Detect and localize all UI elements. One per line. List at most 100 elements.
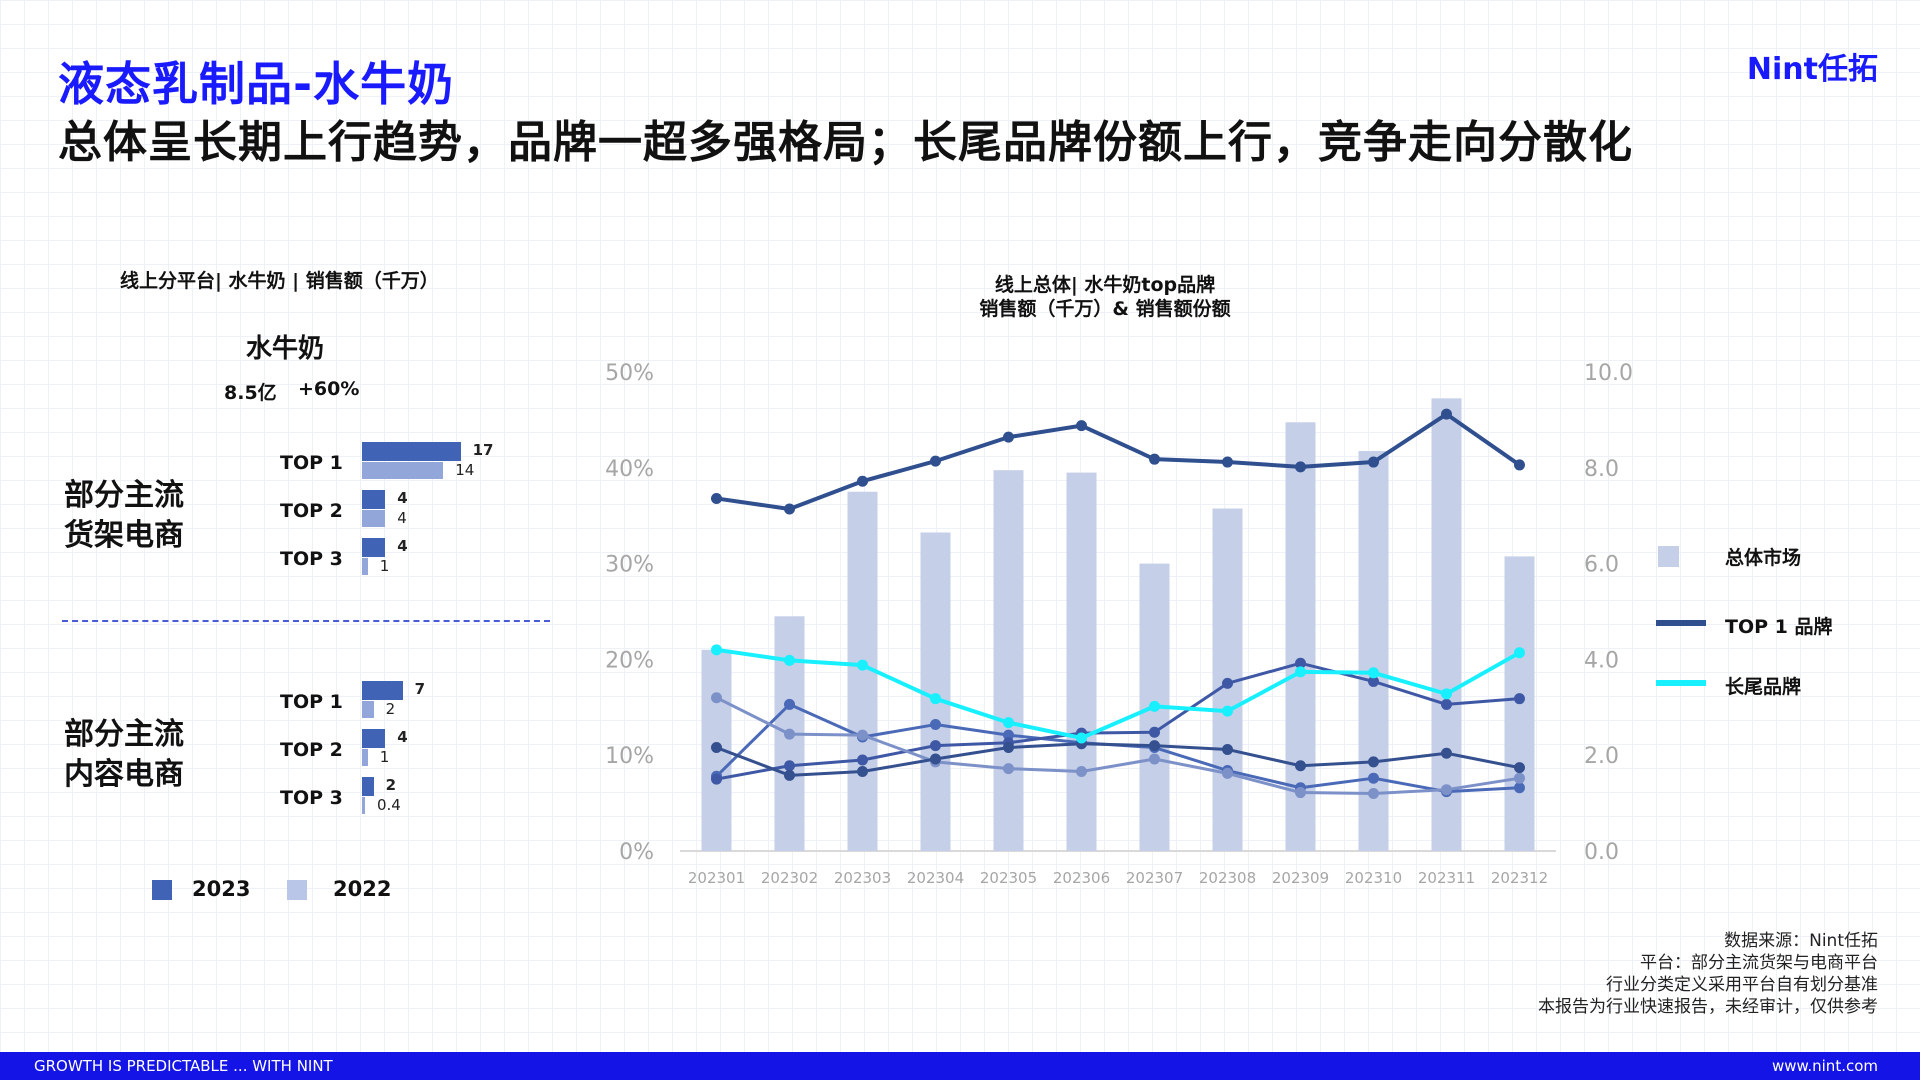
series-point [1149, 700, 1160, 712]
legend-longtail-line [1656, 680, 1706, 686]
series-point [784, 760, 795, 772]
series-point [1222, 767, 1233, 779]
series-point [930, 693, 941, 705]
chart-subtitle: 销售额（千万）& 销售额份额 [979, 298, 1231, 320]
bar-2022 [362, 510, 386, 527]
series-point [930, 753, 941, 765]
series-point [857, 754, 868, 766]
left-chart-caption: 线上分平台| 水牛奶 | 销售额（千万） [120, 270, 439, 292]
series-point [1368, 772, 1379, 784]
series-line-brand-5 [715, 742, 1520, 777]
series-line-长尾品牌 [716, 647, 1521, 740]
y-right-tick-label: 8.0 [1584, 457, 1619, 482]
total-market-bar [1285, 422, 1316, 851]
left-category-heading: 水牛奶 [245, 334, 324, 364]
series-point [1149, 753, 1160, 765]
series-point [1295, 787, 1306, 799]
footer-website-link[interactable]: www.nint.com [1771, 1057, 1878, 1075]
x-tick-label: 202305 [980, 869, 1037, 887]
series-point [1514, 762, 1525, 774]
group-label-line1: 部分主流 [64, 478, 184, 513]
series-point [1368, 756, 1379, 768]
series-point [1003, 742, 1014, 754]
series-point [1441, 698, 1452, 710]
group-label-line2: 货架电商 [64, 518, 184, 553]
series-point [857, 765, 868, 777]
series-point [930, 719, 941, 731]
series-point [784, 728, 795, 740]
legend-total-market-label: 总体市场 [1725, 547, 1802, 569]
left-total-sales: 8.5亿 [224, 382, 277, 404]
series-point [1514, 782, 1525, 794]
y-left-tick-label: 50% [605, 361, 654, 386]
y-right-tick-label: 0.0 [1584, 840, 1619, 865]
bar-2023 [362, 729, 386, 748]
series-point [1295, 461, 1306, 473]
series-point [857, 475, 868, 487]
value-label-2023: 4 [397, 728, 408, 746]
series-point [1222, 743, 1233, 755]
series-point [1149, 740, 1160, 752]
total-market-bar [1431, 398, 1462, 851]
y-left-tick-label: 10% [605, 744, 654, 769]
series-point [1003, 729, 1014, 741]
series-point [1076, 765, 1087, 777]
bar-2023 [362, 442, 461, 461]
page-title: 液态乳制品-水牛奶 [58, 57, 455, 111]
bar-2022 [362, 701, 374, 718]
brand-logo: Nint任拓 [1746, 52, 1878, 87]
total-market-bar [993, 470, 1024, 851]
x-tick-label: 202303 [834, 869, 891, 887]
x-tick-label: 202304 [907, 869, 964, 887]
value-label-2023: 2 [385, 776, 397, 794]
source-line-1: 数据来源：Nint任拓 [1724, 931, 1878, 951]
source-line-2: 平台：部分主流货架与电商平台 [1640, 953, 1878, 973]
series-line-brand-4 [715, 696, 1520, 796]
x-tick-label: 202306 [1053, 869, 1110, 887]
series-point [784, 698, 795, 710]
series-line-TOP 1 品牌 [716, 412, 1521, 511]
value-label-2023: 7 [414, 680, 426, 698]
bar-2023 [362, 538, 386, 557]
y-right-tick-label: 6.0 [1584, 553, 1619, 578]
series-point [1076, 420, 1087, 432]
x-tick-label: 202311 [1418, 869, 1475, 887]
series-point [1368, 456, 1379, 468]
value-label-2023: 4 [397, 489, 408, 507]
series-point [930, 455, 941, 467]
group-label-2: 部分主流 内容电商 [64, 715, 184, 795]
x-tick-label: 202308 [1199, 869, 1256, 887]
x-tick-label: 202307 [1126, 869, 1183, 887]
value-label-2022: 14 [455, 461, 475, 479]
series-point [1003, 763, 1014, 775]
left-growth-rate: +60% [298, 378, 360, 400]
bar-2023 [362, 777, 374, 796]
value-label-2022: 0.4 [377, 796, 401, 814]
y-right-tick-label: 10.0 [1584, 361, 1633, 386]
x-tick-label: 202301 [688, 869, 745, 887]
group-label-line2: 内容电商 [64, 757, 184, 792]
series-point [857, 729, 868, 741]
series-point [1368, 675, 1379, 687]
series-point [711, 644, 722, 656]
series-point [1368, 788, 1379, 800]
legend-2023-label: 2023 [192, 877, 251, 901]
series-point [1514, 772, 1525, 784]
value-label-2022: 1 [379, 557, 390, 575]
series-point [1295, 657, 1306, 669]
page-subtitle: 总体呈长期上行趋势，品牌一超多强格局；长尾品牌份额上行，竞争走向分散化 [58, 117, 1633, 168]
y-left-tick-label: 20% [605, 648, 654, 673]
series-point [1149, 453, 1160, 465]
series-line-brand-3 [716, 661, 1520, 781]
x-tick-label: 202312 [1491, 869, 1548, 887]
series-point [711, 492, 722, 504]
series-point [1003, 717, 1014, 729]
y-right-tick-label: 2.0 [1584, 744, 1619, 769]
x-tick-label: 202310 [1345, 869, 1402, 887]
legend-top1-label: TOP 1 品牌 [1725, 616, 1833, 638]
total-market-bar [920, 532, 951, 851]
value-label-2022: 1 [379, 748, 390, 766]
group-label-line1: 部分主流 [64, 717, 184, 752]
x-tick-label: 202302 [761, 869, 818, 887]
series-point [1222, 677, 1233, 689]
